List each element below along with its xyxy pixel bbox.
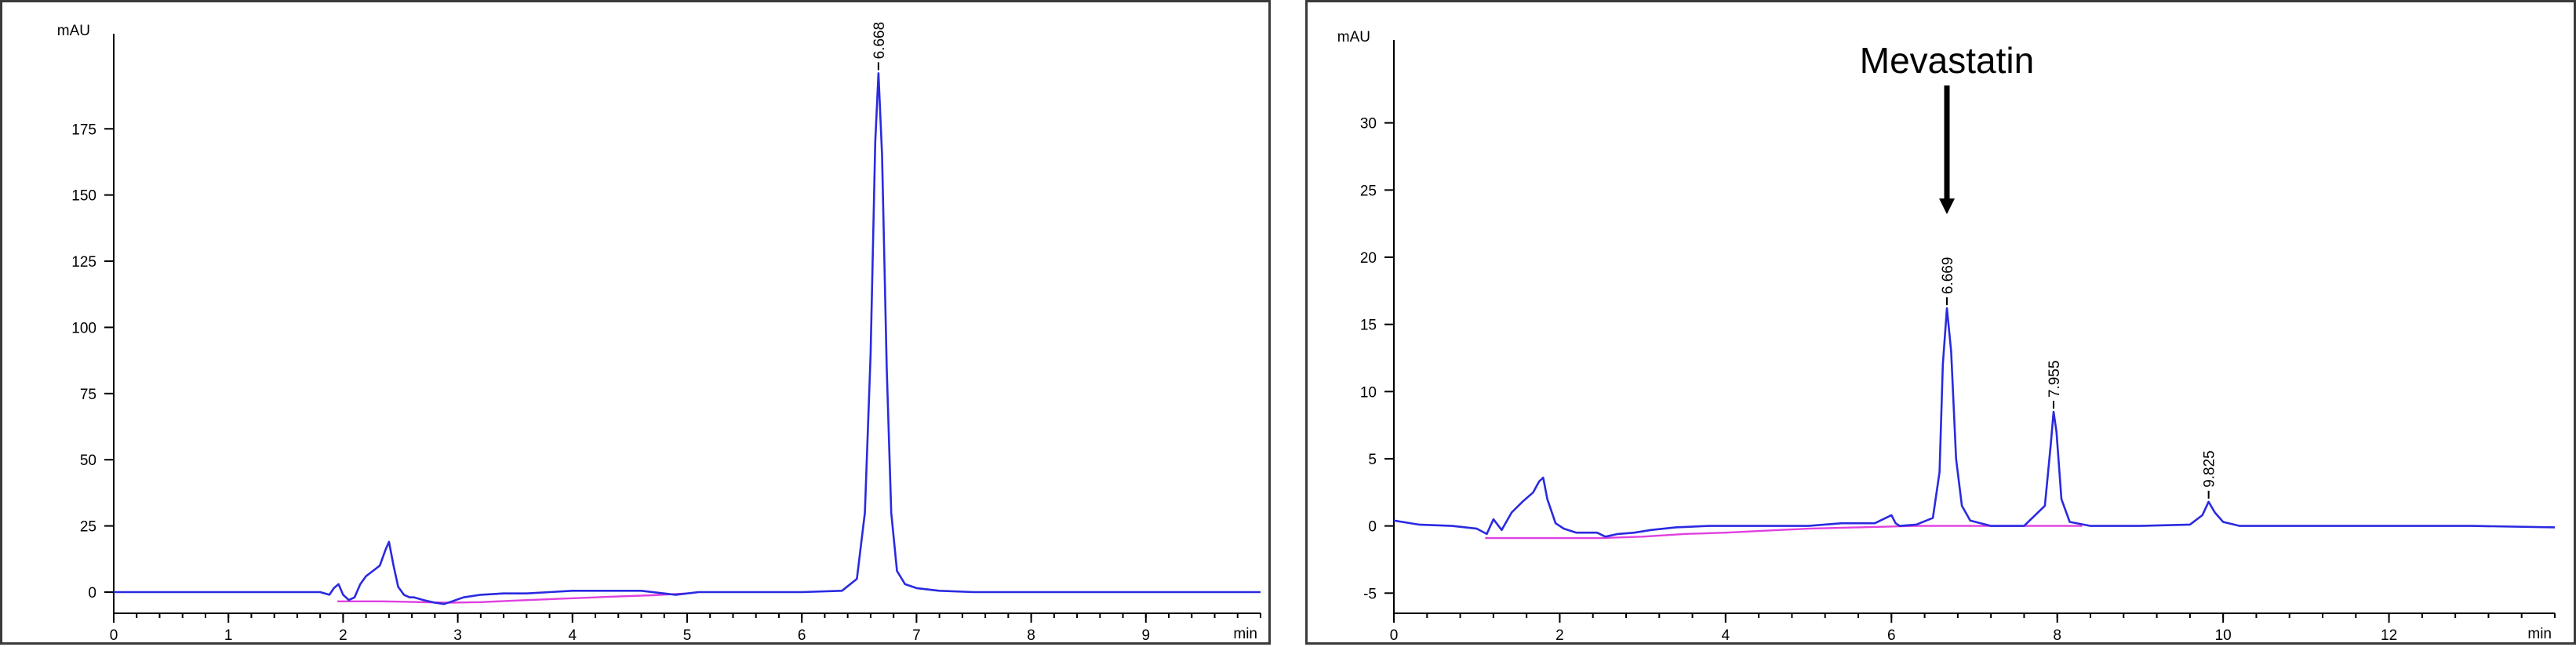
x-tick-label: 0 [110,627,118,644]
y-tick-label: 15 [1360,318,1377,334]
x-tick-label: 2 [1555,627,1564,644]
x-tick-label: 10 [2215,627,2232,644]
y-tick-label: 25 [80,519,96,536]
annotation-label: Mevastatin [1860,40,2034,81]
x-tick-label: 3 [453,627,462,644]
x-tick-label: 4 [1722,627,1730,644]
x-tick-label: 4 [569,627,577,644]
y-tick-label: 50 [80,453,96,469]
peak-label: 6.669 [1940,257,1956,295]
peak-label: 7.955 [2047,360,2063,398]
y-tick-label: 0 [1368,519,1377,536]
y-axis-unit-label: mAU [57,23,90,39]
y-tick-label: 30 [1360,116,1377,133]
y-tick-label: 150 [71,188,96,205]
y-tick-label: 100 [71,320,96,336]
y-tick-label: 25 [1360,183,1377,199]
y-axis-unit-label: mAU [1337,29,1370,45]
annotation-arrowhead [1939,198,1956,215]
integration-baseline [337,592,688,604]
y-tick-label: 175 [71,122,96,138]
chromatogram-trace [114,72,1261,605]
x-tick-label: 8 [1027,627,1035,644]
y-tick-label: 10 [1360,384,1377,401]
chromatogram-right: mAU min 0 2 4 6 8 10 12 -5 0 5 10 15 20 25 30 6.669 7.955 9… [1337,29,2556,644]
x-tick-label: 1 [224,627,233,644]
x-axis-unit-label: min [2527,626,2552,642]
x-tick-label: 7 [912,627,921,644]
y-tick-label: 20 [1360,250,1377,267]
x-tick-label: 5 [683,627,692,644]
chromatogram-panel-right: mAU min 0 2 4 6 8 10 12 -5 0 5 10 15 20 25 30 6.669 7.955 9… [1305,0,2576,645]
chromatogram-left: mAU min 0 1 2 3 4 5 6 7 8 9 0 25 50 75 100 125 150 175 6.668 [57,22,1261,644]
y-tick-label: 0 [88,585,96,602]
y-tick-label: -5 [1363,586,1377,602]
peak-label: 6.668 [871,22,888,60]
x-tick-label: 8 [2053,627,2061,644]
x-tick-label: 0 [1390,627,1399,644]
x-tick-label: 6 [1887,627,1896,644]
x-tick-label: 6 [798,627,806,644]
x-tick-label: 2 [339,627,347,644]
chromatogram-trace [1393,307,2556,538]
y-tick-label: 5 [1368,452,1377,468]
x-tick-label: 9 [1142,627,1151,644]
x-axis-unit-label: min [1233,626,1257,642]
chromatogram-panel-left: mAU min 0 1 2 3 4 5 6 7 8 9 0 25 50 75 100 125 150 175 6.668 [0,0,1271,645]
y-tick-label: 75 [80,387,96,403]
peak-label: 9.825 [2202,450,2218,488]
x-tick-label: 12 [2381,627,2397,644]
y-tick-label: 125 [71,254,96,271]
integration-baseline [1485,525,2083,540]
